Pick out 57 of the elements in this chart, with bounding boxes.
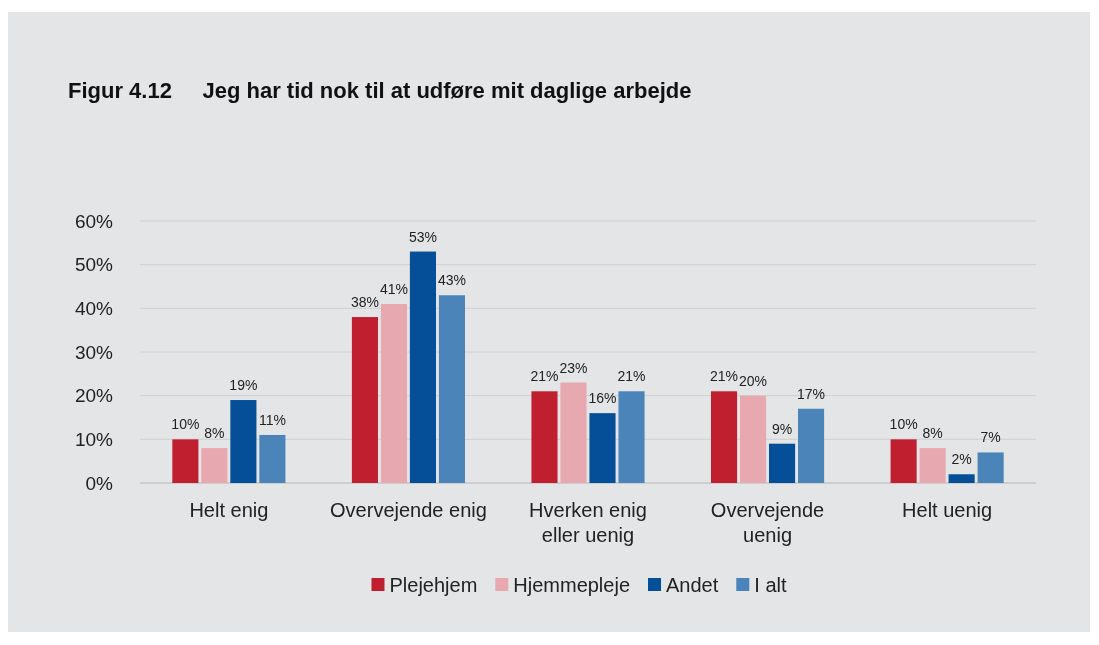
legend-label: Andet	[666, 574, 719, 596]
y-tick-label: 30%	[74, 341, 114, 363]
data-label: 2%	[951, 451, 972, 468]
data-label: 10%	[889, 416, 918, 433]
bar	[618, 391, 645, 483]
legend-label: I alt	[754, 574, 787, 596]
bar	[711, 391, 738, 483]
bar	[769, 443, 796, 483]
bar	[890, 439, 917, 483]
bar	[201, 448, 228, 483]
y-tick-label: 20%	[74, 385, 114, 407]
data-label: 8%	[204, 425, 225, 442]
data-label: 19%	[229, 377, 258, 394]
data-label: 20%	[739, 372, 768, 389]
legend-label: Plejehjem	[389, 574, 478, 596]
data-label: 8%	[922, 425, 943, 442]
y-tick-label: 50%	[74, 254, 114, 276]
legend-label: Hjemmepleje	[513, 574, 631, 596]
x-tick-label: Overvejende enig	[330, 499, 487, 521]
bar	[351, 317, 378, 483]
bar	[740, 395, 767, 483]
chart-title: Figur 4.12 Jeg har tid nok til at udføre mit daglige arbejde	[68, 78, 692, 103]
bar	[589, 413, 616, 483]
x-tick-label: Helt enig	[189, 499, 269, 521]
data-label: 16%	[588, 390, 617, 407]
data-label: 38%	[350, 294, 379, 311]
bar	[172, 439, 199, 483]
x-tick-label: Overvejende uenig	[710, 499, 825, 546]
bar	[798, 408, 825, 483]
y-tick-label: 10%	[74, 428, 114, 450]
data-label: 43%	[437, 272, 466, 289]
bar	[409, 251, 436, 483]
data-label: 21%	[617, 368, 646, 385]
x-tick-label: Helt uenig	[902, 499, 993, 521]
bar	[531, 391, 558, 483]
data-label: 7%	[980, 429, 1001, 446]
bar	[977, 452, 1004, 483]
data-label: 21%	[530, 368, 559, 385]
data-label: 10%	[171, 416, 200, 433]
bar	[948, 474, 975, 483]
x-tick-label: Hverken enig eller uenig	[529, 499, 647, 546]
bar	[230, 400, 257, 483]
data-label: 41%	[379, 280, 408, 297]
y-tick-label: 0%	[85, 472, 114, 494]
data-label: 53%	[408, 228, 437, 245]
y-tick-label: 40%	[74, 297, 114, 319]
data-label: 17%	[797, 385, 826, 402]
bar	[259, 434, 286, 483]
data-label: 11%	[258, 411, 286, 428]
bar	[438, 295, 465, 483]
bar	[560, 382, 587, 483]
bar	[380, 303, 407, 483]
bar	[919, 448, 946, 483]
data-label: 23%	[559, 359, 588, 376]
data-label: 9%	[771, 420, 793, 437]
data-label: 21%	[710, 368, 739, 385]
y-tick-label: 60%	[74, 210, 114, 232]
